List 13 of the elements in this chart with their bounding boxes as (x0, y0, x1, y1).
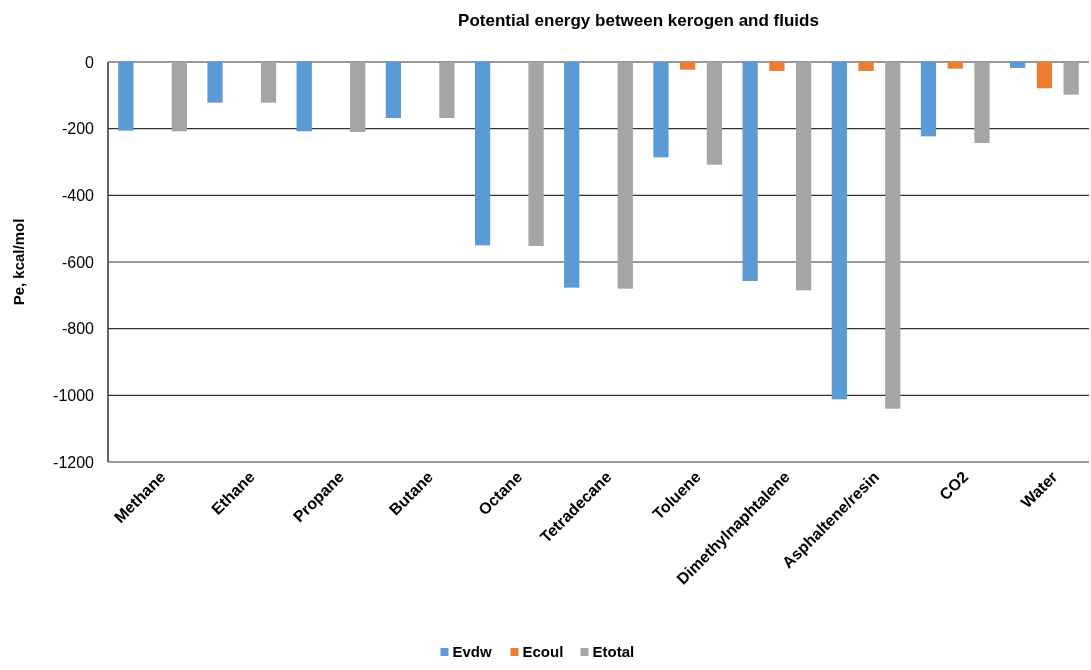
chart-title: Potential energy between kerogen and fluids (458, 11, 819, 30)
y-tick-label: -200 (61, 120, 95, 138)
legend-label: Ecoul (522, 643, 564, 660)
y-tick-label: 0 (85, 53, 95, 71)
x-tick-label: CO2 (936, 468, 972, 504)
y-axis-title: Pe, kcal/mol (10, 218, 27, 306)
y-tick-label: -1000 (53, 386, 95, 404)
y-tick-label: -600 (61, 253, 95, 271)
y-tick-label: -1200 (53, 453, 95, 471)
legend-label: Etotal (592, 643, 635, 660)
y-tick-label: -400 (61, 186, 95, 204)
legend-label: Evdw (452, 643, 493, 660)
y-tick-label: -800 (61, 320, 95, 338)
